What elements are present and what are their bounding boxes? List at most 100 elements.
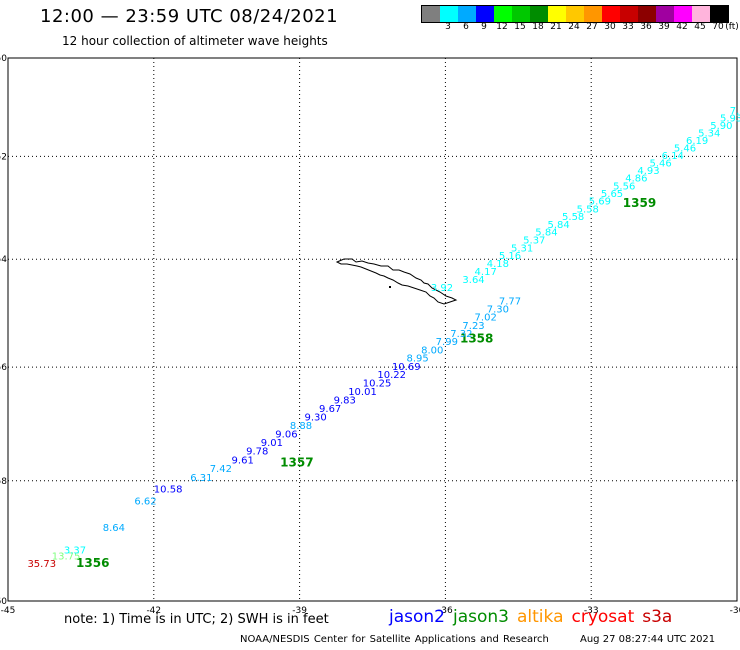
colorbar-unit: (ft)	[725, 22, 739, 32]
colorbar-label: 15	[514, 22, 526, 32]
wave-height-labels: 35.7313.753.378.646.6210.586.317.429.619…	[27, 99, 740, 571]
satellite-legend: jason2 jason3 altika cryosat s3a	[389, 607, 680, 627]
colorbar-swatch	[440, 6, 458, 22]
pass-number-label: 1356	[76, 556, 109, 570]
wave-height-label: 7.99	[436, 337, 458, 348]
wave-height-label: 6.62	[134, 496, 156, 507]
colorbar-label: 42	[676, 22, 688, 32]
wave-height-label: 5.69	[589, 197, 611, 208]
islet	[389, 286, 391, 288]
legend-jason3: jason3	[453, 607, 509, 627]
colorbar-label: 33	[622, 22, 634, 32]
wave-height-label: 5.58	[562, 212, 584, 223]
legend-jason2: jason2	[389, 607, 445, 627]
wave-height-label: 5.31	[511, 243, 533, 254]
wave-height-label: 6.19	[686, 136, 708, 147]
longitude-label: -33	[584, 606, 599, 616]
colorbar-swatch	[638, 6, 656, 22]
wave-height-label: 4.93	[637, 166, 659, 177]
colorbar-swatch	[620, 6, 638, 22]
wave-height-label: 9.06	[275, 429, 297, 440]
colorbar-swatch	[692, 6, 710, 22]
wave-height-label: 9.83	[334, 395, 356, 406]
longitude-label: -42	[146, 606, 161, 616]
wave-height-label: 8.64	[103, 523, 125, 534]
wave-height-label: 5.46	[650, 158, 672, 169]
colorbar-label: 30	[604, 22, 616, 32]
wave-height-label: 35.73	[27, 559, 56, 570]
satellite-track: 1356 1357 1358 1359	[76, 196, 656, 570]
wave-height-label: 5.34	[698, 128, 720, 139]
longitude-label: -36	[438, 606, 453, 616]
pass-number-label: 1358	[460, 331, 493, 345]
south-georgia-island	[335, 258, 458, 305]
wave-height-label: 10.01	[348, 387, 377, 398]
colorbar-swatch	[710, 6, 728, 22]
wave-height-label: 4.17	[475, 267, 497, 278]
wave-height-label: 8.00	[421, 345, 443, 356]
legend-altika: altika	[517, 607, 564, 627]
wave-height-label: 10.58	[154, 485, 183, 496]
credit-text: NOAA/NESDIS Center for Satellite Applica…	[240, 634, 549, 645]
latitude-label: -56	[0, 363, 7, 373]
wave-height-label: 3.37	[64, 545, 86, 556]
wave-height-label: 9.01	[261, 438, 283, 449]
colorbar-swatch	[476, 6, 494, 22]
colorbar-label: 36	[640, 22, 652, 32]
colorbar-label: 12	[496, 22, 508, 32]
longitude-label: -30	[730, 606, 740, 616]
map-frame	[7, 57, 738, 602]
colorbar-labels: 3 6 9 12 15 18 21 24 27 30 33 36 39 42 45 70 (ft)	[421, 22, 739, 34]
colorbar-label: 70	[712, 22, 724, 32]
wave-height-label: 9.30	[304, 412, 326, 423]
latitude-label: -58	[0, 477, 7, 487]
colorbar-swatch	[566, 6, 584, 22]
wave-height-label: 6.31	[190, 473, 212, 484]
wave-height-label: 7.23	[462, 321, 484, 332]
wave-height-label: 5.16	[499, 251, 521, 262]
island-outline	[335, 258, 458, 305]
wave-height-label: 10.22	[377, 370, 406, 381]
axis-labels: -45 -42 -39 -36 -33 -30 -50 -52 -54 -56 -58 -60	[0, 54, 740, 616]
map-title: 12:00 — 23:59 UTC 08/24/2021	[40, 6, 339, 27]
wave-height-label: 8.95	[407, 354, 429, 365]
wave-height-label: 7.30	[487, 305, 509, 316]
longitude-label: -39	[292, 606, 307, 616]
latitude-label: -54	[0, 255, 7, 265]
wave-height-label: 13.75	[52, 551, 81, 562]
wave-height-label: 3.92	[431, 283, 453, 294]
pass-number-label: 1357	[280, 455, 313, 469]
wave-height-label: 8.88	[290, 421, 312, 432]
colorbar-swatch	[548, 6, 566, 22]
wave-height-label: 4.18	[487, 259, 509, 270]
wave-height-label: 7.72	[730, 106, 740, 117]
wave-height-label: 7.02	[475, 313, 497, 324]
colorbar-label: 18	[532, 22, 544, 32]
longitude-label: -45	[1, 606, 16, 616]
wave-height-label: 5.90	[710, 121, 732, 132]
wave-height-label: 7.77	[499, 296, 521, 307]
latitude-label: -52	[0, 152, 7, 162]
wave-height-label: 9.67	[319, 404, 341, 415]
wave-height-label: 9.61	[232, 455, 254, 466]
colorbar	[421, 5, 729, 23]
colorbar-swatch	[602, 6, 620, 22]
wave-height-label: 5.84	[535, 228, 557, 239]
colorbar-label: 27	[586, 22, 598, 32]
wave-height-label: 5.37	[523, 235, 545, 246]
colorbar-label: 3	[445, 22, 451, 32]
wave-height-label: 5.46	[674, 143, 696, 154]
map-subtitle: 12 hour collection of altimeter wave hei…	[62, 34, 328, 48]
colorbar-swatch	[458, 6, 476, 22]
colorbar-swatch	[656, 6, 674, 22]
colorbar-swatch	[494, 6, 512, 22]
colorbar-label: 39	[658, 22, 670, 32]
wave-height-label: 9.78	[246, 447, 268, 458]
wave-height-label: 5.93	[720, 113, 740, 124]
colorbar-label: 9	[481, 22, 487, 32]
wave-height-label: 7.32	[450, 329, 472, 340]
colorbar-label: 6	[463, 22, 469, 32]
colorbar-swatch	[530, 6, 548, 22]
colorbar-swatch	[674, 6, 692, 22]
